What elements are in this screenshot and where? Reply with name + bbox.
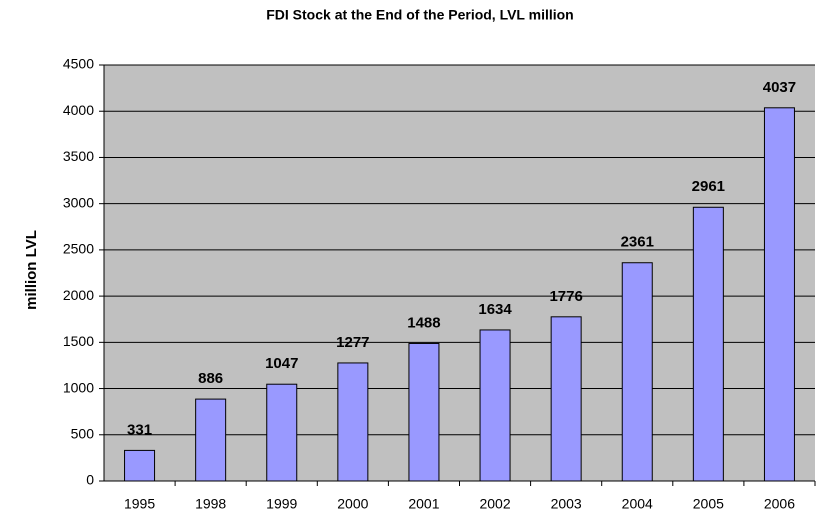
x-tick-label: 1999 (266, 496, 297, 512)
bar (621, 262, 653, 482)
bar (763, 107, 795, 482)
value-label: 331 (127, 421, 152, 438)
y-tick-label: 500 (71, 425, 95, 441)
value-label: 886 (198, 370, 223, 387)
y-tick-label: 1500 (63, 333, 94, 349)
x-tick-label: 2004 (622, 496, 653, 512)
x-tick-label: 2005 (693, 496, 724, 512)
bar (266, 383, 298, 482)
value-label: 1047 (265, 355, 298, 372)
y-tick-label: 4000 (63, 102, 94, 118)
value-label: 2961 (692, 178, 725, 195)
bar (479, 329, 511, 482)
bar (195, 398, 227, 482)
bar (550, 316, 582, 482)
bar (408, 342, 440, 482)
x-tick-label: 1995 (124, 496, 155, 512)
y-tick-label: 4500 (63, 56, 94, 72)
x-tick-label: 2002 (479, 496, 510, 512)
bar (692, 206, 724, 482)
x-tick-label: 2003 (551, 496, 582, 512)
value-label: 4037 (763, 79, 796, 96)
x-tick-label: 2000 (337, 496, 368, 512)
value-label: 1776 (549, 288, 582, 305)
value-label: 1488 (407, 314, 440, 331)
y-tick-label: 2000 (63, 287, 94, 303)
y-axis-label: million LVL (23, 230, 40, 310)
y-tick-label: 3500 (63, 148, 94, 164)
y-tick-label: 0 (86, 472, 94, 488)
bar (124, 449, 156, 482)
value-label: 2361 (621, 234, 654, 251)
y-tick-label: 3000 (63, 194, 94, 210)
bar (337, 362, 369, 482)
value-label: 1634 (478, 301, 512, 318)
chart-title: FDI Stock at the End of the Period, LVL … (266, 7, 574, 23)
x-tick-label: 2006 (764, 496, 795, 512)
x-tick-label: 1998 (195, 496, 226, 512)
y-tick-label: 1000 (63, 379, 94, 395)
y-tick-label: 2500 (63, 241, 94, 257)
x-tick-label: 2001 (408, 496, 439, 512)
value-label: 1277 (336, 334, 369, 351)
